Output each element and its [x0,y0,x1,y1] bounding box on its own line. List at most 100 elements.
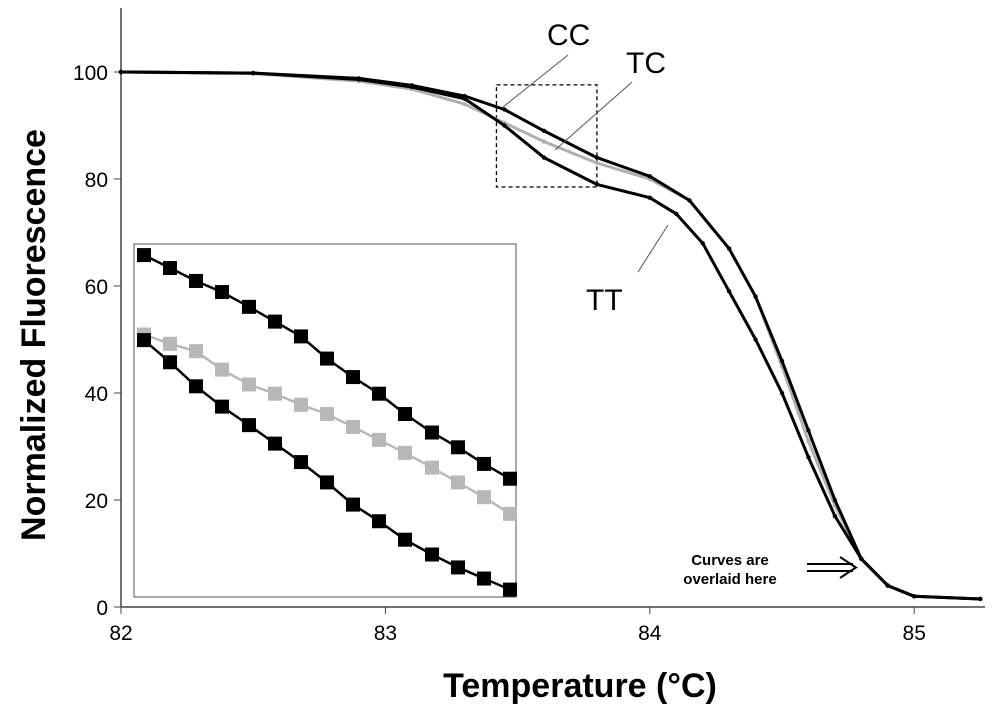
inset-marker [267,314,282,329]
cc-label: CC [547,19,590,52]
inset-marker [163,336,178,351]
inset-series-tc [137,327,517,521]
inset-marker [398,445,413,460]
data-point [779,358,785,364]
data-point [885,583,890,588]
data-point [912,594,917,599]
inset-marker [215,362,230,377]
y-tick-label: 80 [85,169,108,192]
data-point [753,337,758,342]
inset-marker [241,377,256,392]
data-point [687,198,692,203]
data-point [541,139,547,144]
inset-marker [189,344,204,359]
data-point [806,438,811,444]
inset-marker [163,261,178,276]
inset-zoom-panel [133,243,517,598]
inset-marker [215,285,230,300]
y-tick-label: 40 [85,383,108,406]
inset-marker [372,514,387,529]
y-tick-label: 0 [96,597,108,620]
data-point [409,84,415,90]
data-point [647,195,652,200]
data-point [779,390,785,396]
inset-marker [346,497,361,512]
double-arrow-icon [807,556,858,579]
x-tick-label: 85 [903,622,926,645]
tc-leader-line [554,81,633,151]
x-tick-label: 84 [638,622,662,645]
data-point [118,69,124,75]
inset-marker [267,386,282,401]
data-point [806,428,811,433]
inset-marker [293,455,308,470]
data-point [700,241,705,246]
inset-marker [424,425,439,440]
data-point [251,70,256,76]
inset-marker [189,379,204,394]
inset-marker [398,532,413,547]
y-tick-label: 60 [85,276,108,299]
inset-marker [189,273,204,288]
x-tick-label: 82 [109,622,132,645]
tt-leader-line [637,224,669,273]
inset-marker [137,248,151,263]
inset-marker [267,436,282,451]
data-point [726,289,732,294]
inset-marker [320,475,334,490]
cc-leader-line [502,54,569,108]
data-point [502,123,507,128]
y-axis-label: Normalized Fluorescence [15,129,53,541]
inset-marker [320,407,334,422]
data-point [978,596,983,602]
data-point [806,455,811,460]
inset-marker [320,351,334,366]
inset-marker [346,370,361,385]
inset-marker [450,475,465,490]
inset-marker [450,440,465,455]
data-point [726,246,732,251]
data-point [753,294,758,299]
axes [120,8,985,608]
inset-marker [503,506,517,521]
data-point [674,211,679,216]
inset-marker [163,355,178,370]
zoom-box [495,84,598,188]
inset-marker [503,471,517,486]
inset-marker [476,571,491,586]
x-axis-label: Temperature (°C) [443,667,717,705]
data-point [832,513,838,519]
inset-marker [398,407,413,422]
data-point [859,556,864,562]
inset-marker [476,490,491,505]
series-line-tt [120,70,981,601]
tt-label: TT [586,284,623,317]
data-point [594,160,600,166]
data-point [594,155,600,160]
data-point [462,101,467,107]
inset-marker [424,460,439,475]
overlay-note-line1: Curves are [691,552,769,569]
inset-marker [372,386,387,401]
inset-marker [137,333,151,348]
inset-marker [450,560,465,575]
x-tick-label: 83 [374,622,397,645]
inset-marker [372,432,387,447]
series-tt [118,69,983,602]
data-point [462,96,467,101]
inset-marker [503,582,517,597]
data-point [647,174,652,179]
inset-series-cc [137,248,517,486]
data-point [541,155,547,160]
inset-marker [346,419,361,434]
data-point [541,128,547,134]
data-point [832,497,838,503]
data-point [502,107,507,112]
overlay-note-line2: overlaid here [683,571,776,588]
data-point [594,182,600,187]
inset-marker [215,399,230,414]
y-tick-label: 100 [73,62,108,85]
tc-label: TC [626,47,666,80]
data-point [356,77,362,82]
